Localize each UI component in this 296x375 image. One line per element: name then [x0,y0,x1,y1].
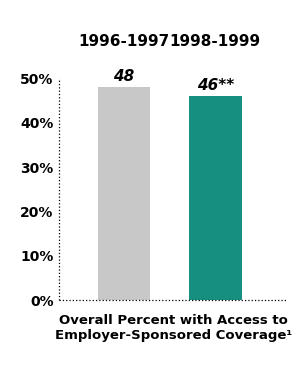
Text: 48: 48 [113,69,135,84]
Text: 46**: 46** [197,78,234,93]
X-axis label: Overall Percent with Access to
Employer-Sponsored Coverage¹: Overall Percent with Access to Employer-… [54,314,292,342]
Text: 1998-1999: 1998-1999 [170,34,261,49]
Bar [189,96,242,300]
Text: 1996-1997: 1996-1997 [78,34,170,49]
Bar [98,87,150,300]
